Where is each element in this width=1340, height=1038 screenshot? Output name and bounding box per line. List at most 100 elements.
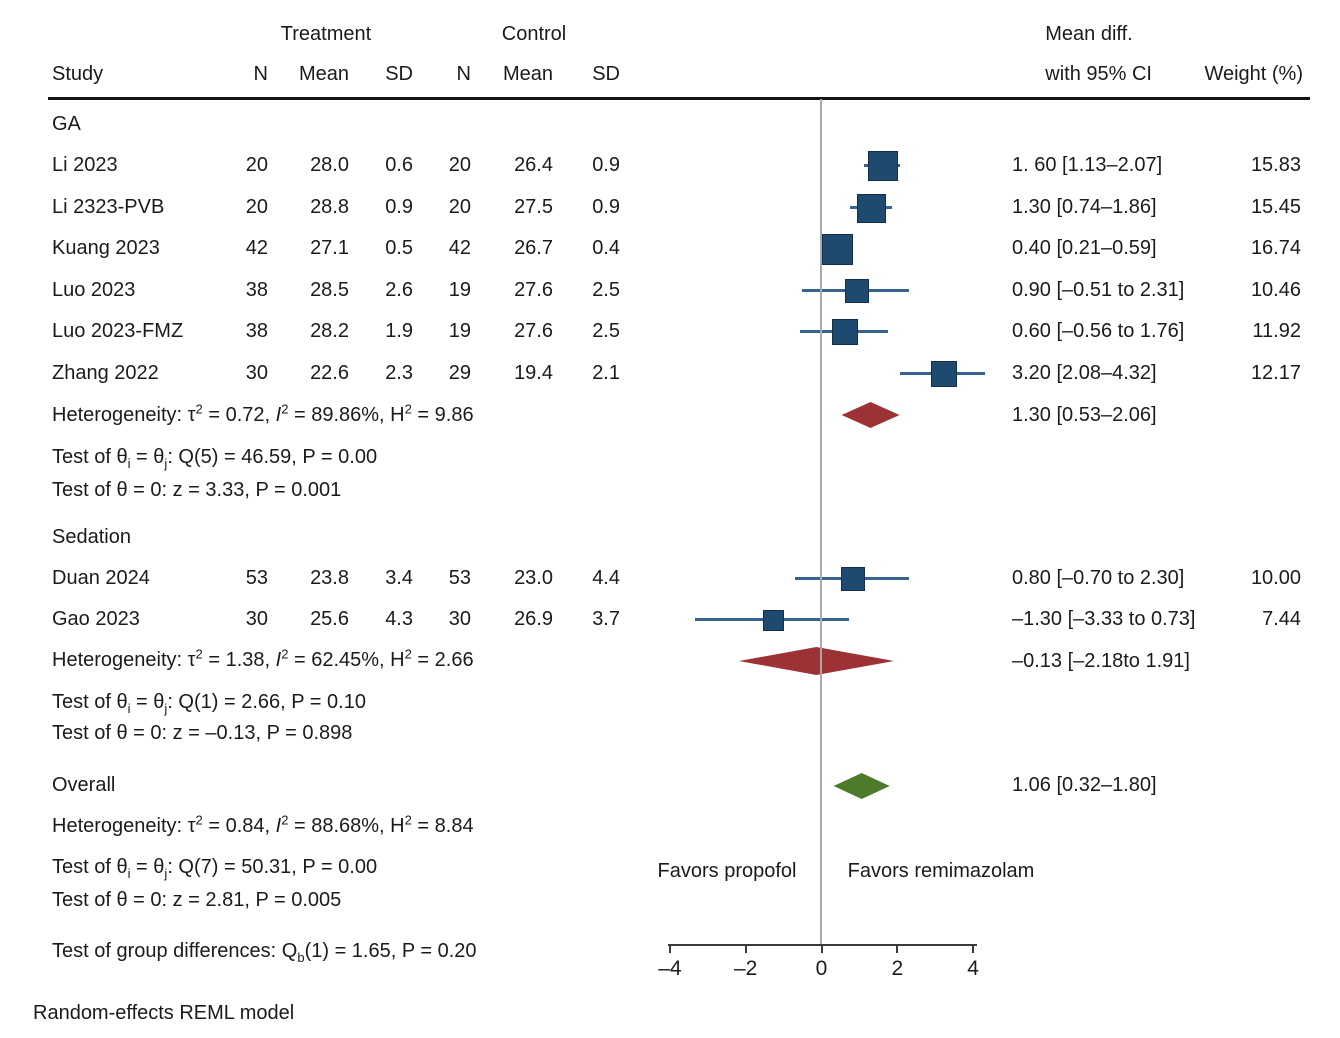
table-cell-c_mean: 27.5 — [514, 196, 553, 218]
stat-note: Test of θi = θj: Q(5) = 46.59, P = 0.00 — [52, 446, 378, 471]
study-name: Duan 2024 — [52, 567, 150, 589]
study-name: Li 2023 — [52, 154, 118, 176]
control-mean-header: Mean — [502, 63, 553, 85]
table-cell-c_mean: 26.4 — [514, 154, 553, 176]
table-cell-t_sd: 3.4 — [385, 567, 413, 589]
table-cell-t_sd: 4.3 — [385, 608, 413, 630]
effect-square — [868, 151, 899, 181]
effect-square — [857, 193, 887, 223]
table-cell-c_sd: 0.4 — [592, 237, 620, 259]
x-axis-line — [668, 944, 977, 946]
group-label: GA — [52, 113, 81, 135]
effect-square — [930, 361, 957, 387]
treatment-group-header: Treatment — [280, 23, 372, 45]
table-cell-t_mean: 28.8 — [310, 196, 349, 218]
control-group-header: Control — [501, 23, 567, 45]
ci-text: 0.40 [0.21–0.59] — [1012, 237, 1157, 259]
control-sd-header: SD — [592, 63, 620, 85]
table-cell-t_sd: 1.9 — [385, 320, 413, 342]
study-name: Kuang 2023 — [52, 237, 160, 259]
weight-value: 15.83 — [1250, 154, 1301, 176]
x-axis-tick — [744, 944, 747, 953]
stat-note: Test of θi = θj: Q(7) = 50.31, P = 0.00 — [52, 856, 378, 881]
table-cell-c_mean: 23.0 — [514, 567, 553, 589]
table-cell-t_sd: 2.3 — [385, 362, 413, 384]
stat-note: Heterogeneity: τ2 = 0.72, I2 = 89.86%, H… — [52, 401, 474, 426]
favors-left-label: Favors propofol — [657, 860, 797, 882]
overall-summary-ci: 1.06 [0.32–1.80] — [1012, 774, 1157, 796]
weight-value: 10.46 — [1250, 279, 1301, 301]
x-axis-tick-label: –4 — [658, 957, 682, 980]
table-cell-t_n: 30 — [245, 608, 268, 630]
table-cell-t_n: 38 — [245, 279, 268, 301]
table-cell-c_n: 30 — [448, 608, 471, 630]
ci-text: 1. 60 [1.13–2.07] — [1012, 154, 1163, 176]
x-axis-tick-label: 2 — [891, 957, 904, 980]
table-cell-c_n: 19 — [448, 320, 471, 342]
x-axis-tick-label: 4 — [967, 957, 979, 980]
table-cell-c_n: 19 — [448, 279, 471, 301]
effect-square — [762, 609, 784, 631]
ci-text: 3.20 [2.08–4.32] — [1012, 362, 1157, 384]
study-name: Zhang 2022 — [52, 362, 159, 384]
weight-value: 16.74 — [1250, 237, 1301, 259]
ci-text: 0.90 [–0.51 to 2.31] — [1012, 279, 1185, 301]
treatment-sd-header: SD — [385, 63, 413, 85]
table-cell-t_n: 42 — [245, 237, 268, 259]
ci-text: 0.60 [–0.56 to 1.76] — [1012, 320, 1185, 342]
x-axis-tick — [668, 944, 671, 953]
mean-diff-header-line1: Mean diff. — [1045, 23, 1133, 45]
group-summary-ci: –0.13 [–2.18to 1.91] — [1012, 650, 1190, 672]
table-cell-t_n: 53 — [245, 567, 268, 589]
weight-value: 7.44 — [1262, 608, 1301, 630]
treatment-n-header: N — [253, 63, 268, 85]
group-label: Sedation — [52, 526, 131, 548]
ci-text: –1.30 [–3.33 to 0.73] — [1012, 608, 1196, 630]
x-axis-tick — [820, 944, 823, 953]
x-axis-tick — [972, 944, 975, 953]
effect-square — [822, 233, 854, 265]
table-cell-c_mean: 27.6 — [514, 279, 553, 301]
table-cell-t_sd: 0.9 — [385, 196, 413, 218]
table-cell-t_n: 20 — [245, 154, 268, 176]
table-cell-t_n: 30 — [245, 362, 268, 384]
effect-square — [832, 319, 859, 345]
weight-value: 12.17 — [1250, 362, 1301, 384]
table-cell-t_n: 38 — [245, 320, 268, 342]
treatment-mean-header: Mean — [298, 63, 349, 85]
table-cell-c_n: 20 — [448, 154, 471, 176]
table-cell-t_sd: 2.6 — [385, 279, 413, 301]
study-name: Li 2323-PVB — [52, 196, 165, 218]
study-name: Gao 2023 — [52, 608, 140, 630]
table-cell-c_n: 20 — [448, 196, 471, 218]
summary-diamond — [833, 773, 890, 799]
table-cell-c_mean: 26.9 — [514, 608, 553, 630]
weight-value: 11.92 — [1252, 320, 1301, 342]
study-name: Luo 2023 — [52, 279, 136, 301]
stat-note: Heterogeneity: τ2 = 1.38, I2 = 62.45%, H… — [52, 646, 474, 671]
table-cell-c_mean: 26.7 — [514, 237, 553, 259]
table-cell-c_sd: 3.7 — [592, 608, 620, 630]
study-column-header: Study — [52, 63, 104, 85]
table-cell-t_mean: 28.2 — [310, 320, 349, 342]
stat-note: Heterogeneity: τ2 = 0.84, I2 = 88.68%, H… — [52, 812, 474, 837]
summary-diamond — [841, 402, 900, 428]
table-cell-c_n: 53 — [448, 567, 471, 589]
x-axis-tick-label: 0 — [815, 957, 828, 980]
table-cell-t_mean: 23.8 — [310, 567, 349, 589]
effect-square — [840, 567, 865, 591]
table-cell-c_mean: 27.6 — [514, 320, 553, 342]
stat-note: Test of θ = 0: z = 3.33, P = 0.001 — [52, 479, 342, 501]
table-cell-c_sd: 0.9 — [592, 154, 620, 176]
x-axis-tick-label: –2 — [734, 957, 758, 980]
summary-diamond — [738, 647, 894, 675]
group-difference-note: Test of group differences: Qb(1) = 1.65,… — [52, 940, 477, 965]
table-cell-c_n: 42 — [448, 237, 471, 259]
table-cell-t_n: 20 — [245, 196, 268, 218]
table-cell-t_sd: 0.6 — [385, 154, 413, 176]
overall-label: Overall — [52, 774, 116, 796]
ci-text: 0.80 [–0.70 to 2.30] — [1012, 567, 1185, 589]
ci-text: 1.30 [0.74–1.86] — [1012, 196, 1157, 218]
group-summary-ci: 1.30 [0.53–2.06] — [1012, 404, 1157, 426]
